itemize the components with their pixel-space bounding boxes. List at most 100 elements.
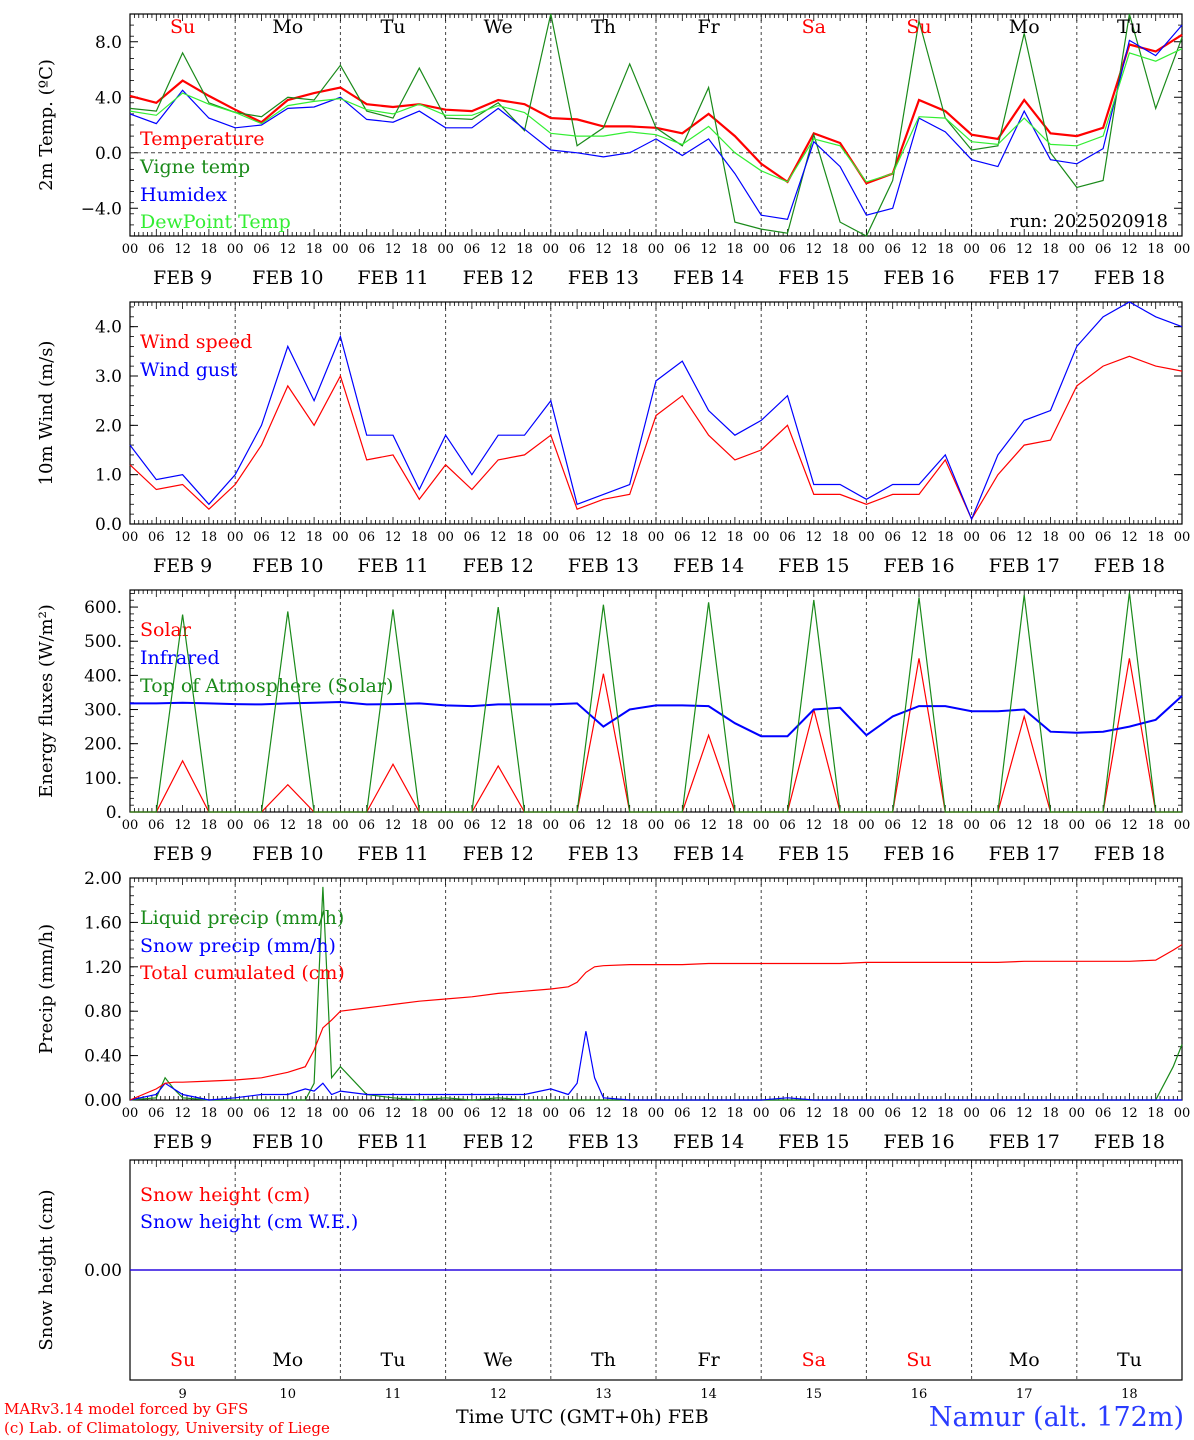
x-hour-label: 06 [253, 818, 270, 833]
x-hour-label: 00 [1174, 530, 1191, 545]
x-date-label: FEB 17 [989, 1131, 1060, 1153]
x-date-label: FEB 10 [252, 1131, 323, 1153]
series-line-humidex [129, 24, 1183, 220]
x-hour-label: 18 [832, 818, 849, 833]
x-hour-label: 18 [411, 242, 428, 257]
x-hour-label: 12 [1121, 818, 1138, 833]
legend-entry: Temperature [140, 128, 264, 150]
x-hour-label: 06 [253, 530, 270, 545]
panel-5: 0.00 Snow height (cm) Snow height (cm) Snow… [36, 1159, 1183, 1381]
x-date-label: FEB 11 [357, 1131, 428, 1153]
day-number-label: 17 [1016, 1387, 1033, 1402]
x-hour-label: 18 [516, 242, 533, 257]
x-hour-label: 12 [1121, 1106, 1138, 1121]
legend-entry: Vigne temp [139, 156, 250, 178]
x-axis-title: Time UTC (GMT+0h) FEB [456, 1406, 709, 1428]
x-hour-label: 06 [358, 530, 375, 545]
x-hour-label: 12 [385, 1106, 402, 1121]
x-hour-label: 00 [122, 1106, 139, 1121]
x-hour-label: 12 [490, 242, 507, 257]
weekday-label-bottom: We [484, 1349, 513, 1371]
x-hour-label: 06 [990, 1106, 1007, 1121]
x-hour-label: 06 [148, 1106, 165, 1121]
x-hour-label: 06 [884, 818, 901, 833]
day-number-label: 9 [178, 1387, 186, 1402]
x-hour-label: 18 [411, 530, 428, 545]
x-hour-label: 00 [1069, 1106, 1086, 1121]
y-tick-label: 8.0 [95, 33, 122, 53]
x-hour-label: 18 [306, 530, 323, 545]
x-hour-label: 12 [1121, 242, 1138, 257]
x-date-label: FEB 16 [883, 1131, 954, 1153]
y-tick-label: 0.00 [84, 1261, 122, 1281]
y-tick-label: 0.0 [95, 144, 122, 164]
x-hour-label: 18 [1147, 1106, 1164, 1121]
x-hour-label: 12 [595, 1106, 612, 1121]
x-hour-label: 12 [174, 1106, 191, 1121]
x-hour-label: 00 [858, 242, 875, 257]
x-date-label: FEB 10 [252, 267, 323, 289]
x-hour-label: 06 [1095, 818, 1112, 833]
x-hour-label: 00 [1174, 1106, 1191, 1121]
x-hour-label: 12 [385, 818, 402, 833]
x-date-label: FEB 11 [357, 843, 428, 865]
y-tick-label: −4.0 [81, 199, 122, 219]
x-hour-label: 12 [700, 242, 717, 257]
x-hour-label: 12 [280, 530, 297, 545]
series-line-infrared [130, 695, 1183, 738]
weekday-label-bottom: Sa [802, 1349, 826, 1371]
x-hour-label: 18 [621, 818, 638, 833]
x-hour-label: 18 [411, 1106, 428, 1121]
x-hour-label: 06 [990, 530, 1007, 545]
y-tick-label: 600. [84, 598, 122, 618]
x-date-label: FEB 14 [673, 843, 744, 865]
x-hour-label: 00 [1069, 242, 1086, 257]
station-name: Namur (alt. 172m) [928, 1402, 1184, 1433]
x-hour-label: 12 [911, 242, 928, 257]
x-hour-label: 12 [280, 1106, 297, 1121]
y-tick-label: 4.0 [95, 318, 122, 338]
x-hour-label: 06 [674, 818, 691, 833]
weekday-label-bottom: Fr [697, 1349, 720, 1371]
x-hour-label: 00 [1174, 818, 1191, 833]
x-hour-label: 00 [1069, 530, 1086, 545]
x-date-label: FEB 13 [568, 843, 639, 865]
x-date-label: FEB 13 [568, 267, 639, 289]
x-hour-label: 06 [990, 818, 1007, 833]
x-hour-label: 00 [753, 242, 770, 257]
x-hour-label: 06 [464, 1106, 481, 1121]
legend-entry: Humidex [140, 184, 227, 206]
x-hour-label: 00 [332, 242, 349, 257]
series-line-top-of-atmosphere-solar- [130, 592, 1182, 813]
x-hour-label: 12 [595, 530, 612, 545]
panel-3: 0. 100. 200. 300. 400. 500. 600. Energy fluxes … [36, 589, 1191, 865]
weekday-label-top: Mo [272, 16, 303, 38]
x-hour-label: 00 [753, 1106, 770, 1121]
y-tick-label: 4.0 [95, 88, 122, 108]
x-hour-label: 06 [990, 242, 1007, 257]
legend-entry: Snow height (cm) [140, 1184, 310, 1206]
x-hour-label: 06 [884, 1106, 901, 1121]
day-number-label: 11 [385, 1387, 402, 1402]
x-hour-label: 06 [1095, 1106, 1112, 1121]
x-hour-label: 06 [148, 818, 165, 833]
y-tick-label: 400. [84, 666, 122, 686]
day-number-label: 10 [280, 1387, 297, 1402]
x-hour-label: 06 [358, 818, 375, 833]
x-hour-label: 00 [648, 530, 665, 545]
x-hour-label: 12 [595, 818, 612, 833]
x-hour-label: 06 [779, 1106, 796, 1121]
x-hour-label: 00 [437, 530, 454, 545]
weekday-label-top: Su [906, 16, 931, 38]
x-hour-label: 06 [148, 242, 165, 257]
weekday-label-top: Th [591, 16, 616, 38]
x-hour-label: 18 [1042, 1106, 1059, 1121]
x-date-label: FEB 17 [989, 555, 1060, 577]
x-hour-label: 18 [832, 530, 849, 545]
y-axis-label: Snow height (cm) [36, 1189, 57, 1350]
x-date-label: FEB 18 [1094, 843, 1165, 865]
x-hour-label: 00 [858, 530, 875, 545]
run-annotation: run: 2025020918 [1010, 211, 1168, 232]
x-date-label: FEB 12 [463, 267, 534, 289]
day-number-label: 16 [911, 1387, 928, 1402]
